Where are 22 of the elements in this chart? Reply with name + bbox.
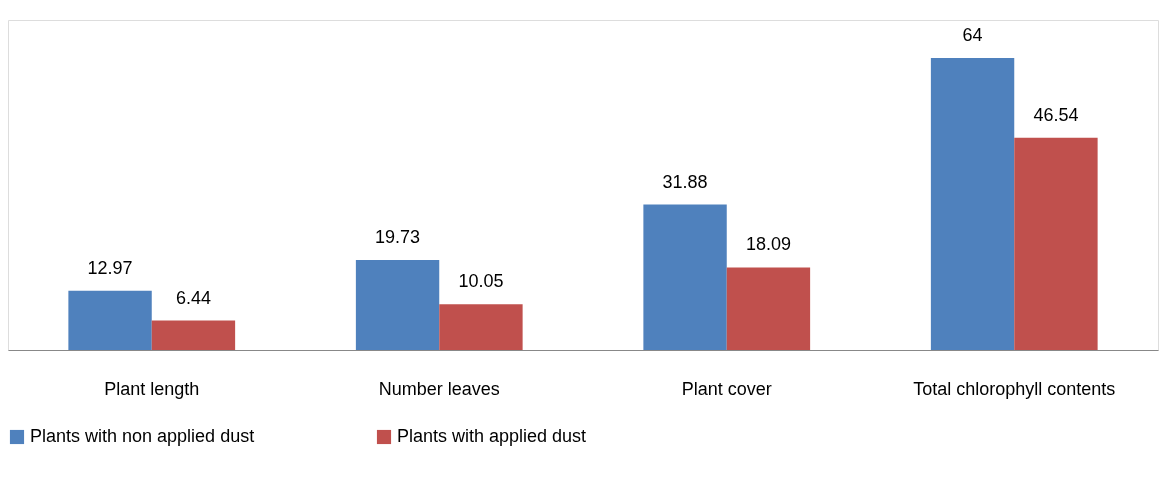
bar [930, 57, 1015, 350]
x-tick-label: Total chlorophyll contents [913, 378, 1116, 399]
legend-label: Plants with applied dust [397, 426, 587, 446]
bar [1014, 137, 1098, 350]
bar [643, 204, 727, 350]
bar [726, 267, 811, 350]
data-label: 10.05 [458, 271, 504, 292]
data-label: 12.97 [87, 257, 133, 278]
bar [151, 320, 236, 350]
data-label: 6.44 [175, 287, 211, 308]
legend-label: Plants with non applied dust [30, 426, 255, 446]
bar [68, 290, 152, 350]
data-label: 64 [962, 24, 983, 45]
bar [439, 304, 523, 350]
data-label: 31.88 [662, 171, 708, 192]
bar [355, 259, 440, 350]
data-label: 46.54 [1033, 104, 1079, 125]
x-tick-label: Number leaves [378, 378, 500, 399]
data-label: 19.73 [375, 226, 421, 247]
data-label: 18.09 [745, 234, 791, 255]
x-tick-label: Plant length [104, 378, 200, 399]
x-tick-label: Plant cover [681, 378, 772, 399]
